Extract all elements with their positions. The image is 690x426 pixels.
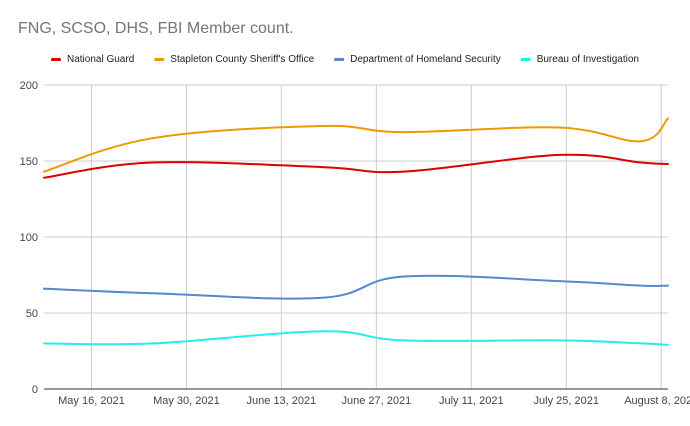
x-tick-label: August 8, 2021 [624, 395, 690, 407]
x-tick-label: June 13, 2021 [247, 395, 317, 407]
legend: National Guard Stapleton County Sheriff's… [51, 54, 639, 65]
y-tick-label: 0 [32, 384, 38, 396]
x-tick-label: July 11, 2021 [439, 395, 504, 407]
legend-item-1: National Guard [51, 54, 134, 65]
series-line-1 [43, 153, 669, 179]
x-tick-label: May 30, 2021 [153, 395, 220, 407]
axes: 0 50 100 150 200 May 16, 2021 May 30, 2021 June… [20, 80, 690, 407]
legend-swatch [51, 58, 61, 61]
y-tick-label: 100 [20, 232, 38, 244]
y-tick-label: 50 [26, 308, 38, 320]
series-line-4 [43, 330, 669, 346]
gridlines [44, 84, 668, 389]
legend-label: Stapleton County Sheriff's Office [170, 54, 314, 65]
y-tick-label: 200 [20, 80, 38, 92]
legend-item-4: Bureau of Investigation [520, 54, 639, 65]
series-line-3 [43, 274, 669, 300]
legend-label: Bureau of Investigation [537, 54, 639, 65]
x-tick-label: July 25, 2021 [534, 395, 599, 407]
series-lines [43, 117, 669, 346]
chart-title: FNG, SCSO, DHS, FBI Member count. [18, 20, 294, 37]
legend-item-3: Department of Homeland Security [334, 54, 501, 65]
legend-swatch [334, 58, 345, 61]
legend-label: National Guard [67, 54, 134, 65]
x-tick-label: May 16, 2021 [58, 395, 125, 407]
legend-swatch [520, 58, 531, 61]
legend-swatch [154, 58, 165, 61]
x-tick-label: June 27, 2021 [341, 395, 411, 407]
legend-label: Department of Homeland Security [350, 54, 501, 65]
legend-item-2: Stapleton County Sheriff's Office [154, 54, 315, 65]
y-tick-label: 150 [20, 156, 38, 168]
series-line-2 [43, 117, 669, 173]
